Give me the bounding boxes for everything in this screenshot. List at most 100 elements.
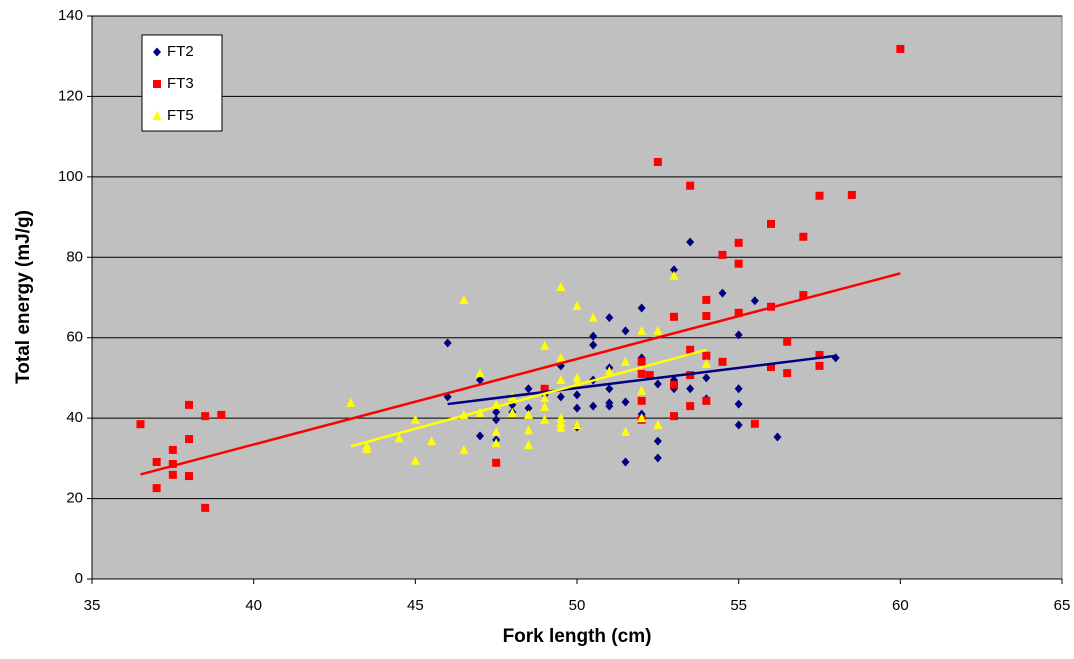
point bbox=[572, 300, 582, 310]
x-tick-label: 50 bbox=[569, 597, 586, 614]
legend-label: FT3 bbox=[167, 75, 194, 92]
point bbox=[556, 282, 566, 292]
point bbox=[734, 384, 743, 394]
point bbox=[410, 414, 420, 424]
point bbox=[670, 412, 678, 421]
point bbox=[734, 420, 743, 430]
point bbox=[653, 325, 663, 335]
point bbox=[524, 425, 533, 435]
point bbox=[572, 372, 582, 382]
point bbox=[524, 384, 533, 394]
point bbox=[750, 296, 759, 306]
x-axis-title: Fork length (cm) bbox=[503, 626, 652, 647]
point bbox=[588, 312, 598, 322]
point bbox=[476, 431, 484, 441]
point bbox=[686, 345, 695, 354]
point bbox=[686, 402, 695, 411]
point bbox=[637, 396, 646, 405]
point bbox=[492, 458, 501, 467]
point bbox=[653, 453, 662, 463]
point bbox=[702, 311, 711, 320]
point bbox=[767, 219, 775, 228]
point bbox=[718, 250, 727, 259]
y-tick-label: 0 bbox=[75, 570, 83, 587]
point bbox=[410, 455, 420, 465]
point bbox=[427, 436, 436, 446]
point bbox=[702, 295, 711, 304]
plot-area bbox=[91, 15, 1063, 580]
point bbox=[201, 412, 210, 421]
point bbox=[492, 415, 501, 425]
point bbox=[556, 374, 566, 384]
point bbox=[492, 407, 501, 417]
y-tick-label: 100 bbox=[58, 168, 83, 185]
point bbox=[556, 352, 566, 362]
point bbox=[394, 433, 404, 443]
point bbox=[815, 361, 824, 370]
point bbox=[459, 294, 469, 304]
point bbox=[540, 401, 550, 411]
y-tick-label: 120 bbox=[58, 87, 83, 104]
point bbox=[734, 238, 743, 247]
trend-line bbox=[350, 348, 707, 448]
point bbox=[152, 484, 161, 493]
y-tick-label: 20 bbox=[66, 490, 83, 507]
point bbox=[670, 265, 678, 275]
point bbox=[605, 384, 614, 394]
point bbox=[686, 181, 695, 190]
legend: FT2 FT3 FT5 bbox=[141, 34, 223, 132]
y-axis-title: Total energy (mJ/g) bbox=[13, 210, 34, 384]
point bbox=[491, 426, 501, 436]
trend-line bbox=[447, 354, 836, 406]
point bbox=[653, 379, 662, 389]
point bbox=[670, 380, 678, 389]
point bbox=[702, 373, 711, 383]
point bbox=[185, 400, 193, 409]
point bbox=[653, 419, 663, 429]
point bbox=[734, 259, 743, 268]
x-tick-label: 55 bbox=[730, 597, 747, 614]
legend-marker bbox=[153, 80, 161, 88]
point bbox=[686, 384, 695, 394]
point bbox=[185, 435, 193, 444]
x-tick-label: 60 bbox=[892, 597, 909, 614]
point bbox=[702, 351, 711, 360]
point bbox=[645, 371, 654, 380]
point bbox=[653, 436, 662, 446]
x-tick-label: 45 bbox=[407, 597, 424, 614]
legend-label: FT2 bbox=[167, 43, 194, 60]
point bbox=[217, 410, 226, 419]
point bbox=[524, 440, 533, 450]
point bbox=[734, 330, 743, 340]
x-tick-label: 40 bbox=[245, 597, 262, 614]
point bbox=[799, 291, 808, 300]
point bbox=[734, 308, 743, 317]
point bbox=[589, 331, 598, 341]
point bbox=[540, 393, 550, 403]
point bbox=[701, 358, 711, 368]
point bbox=[573, 390, 581, 400]
point bbox=[573, 403, 581, 413]
point bbox=[589, 340, 598, 350]
point bbox=[475, 368, 485, 378]
point bbox=[773, 432, 782, 442]
point bbox=[524, 409, 533, 419]
point bbox=[589, 401, 598, 411]
point bbox=[621, 356, 630, 366]
legend-marker bbox=[153, 47, 161, 57]
point bbox=[524, 403, 533, 413]
point bbox=[621, 397, 630, 407]
x-tick-label: 65 bbox=[1054, 597, 1071, 614]
point bbox=[637, 325, 647, 335]
point bbox=[201, 503, 210, 512]
point bbox=[443, 338, 452, 348]
point bbox=[168, 445, 177, 454]
point bbox=[653, 157, 662, 166]
point bbox=[718, 357, 727, 366]
point bbox=[540, 414, 550, 424]
point bbox=[637, 369, 646, 378]
y-tick-label: 140 bbox=[58, 7, 83, 24]
point bbox=[476, 375, 484, 385]
